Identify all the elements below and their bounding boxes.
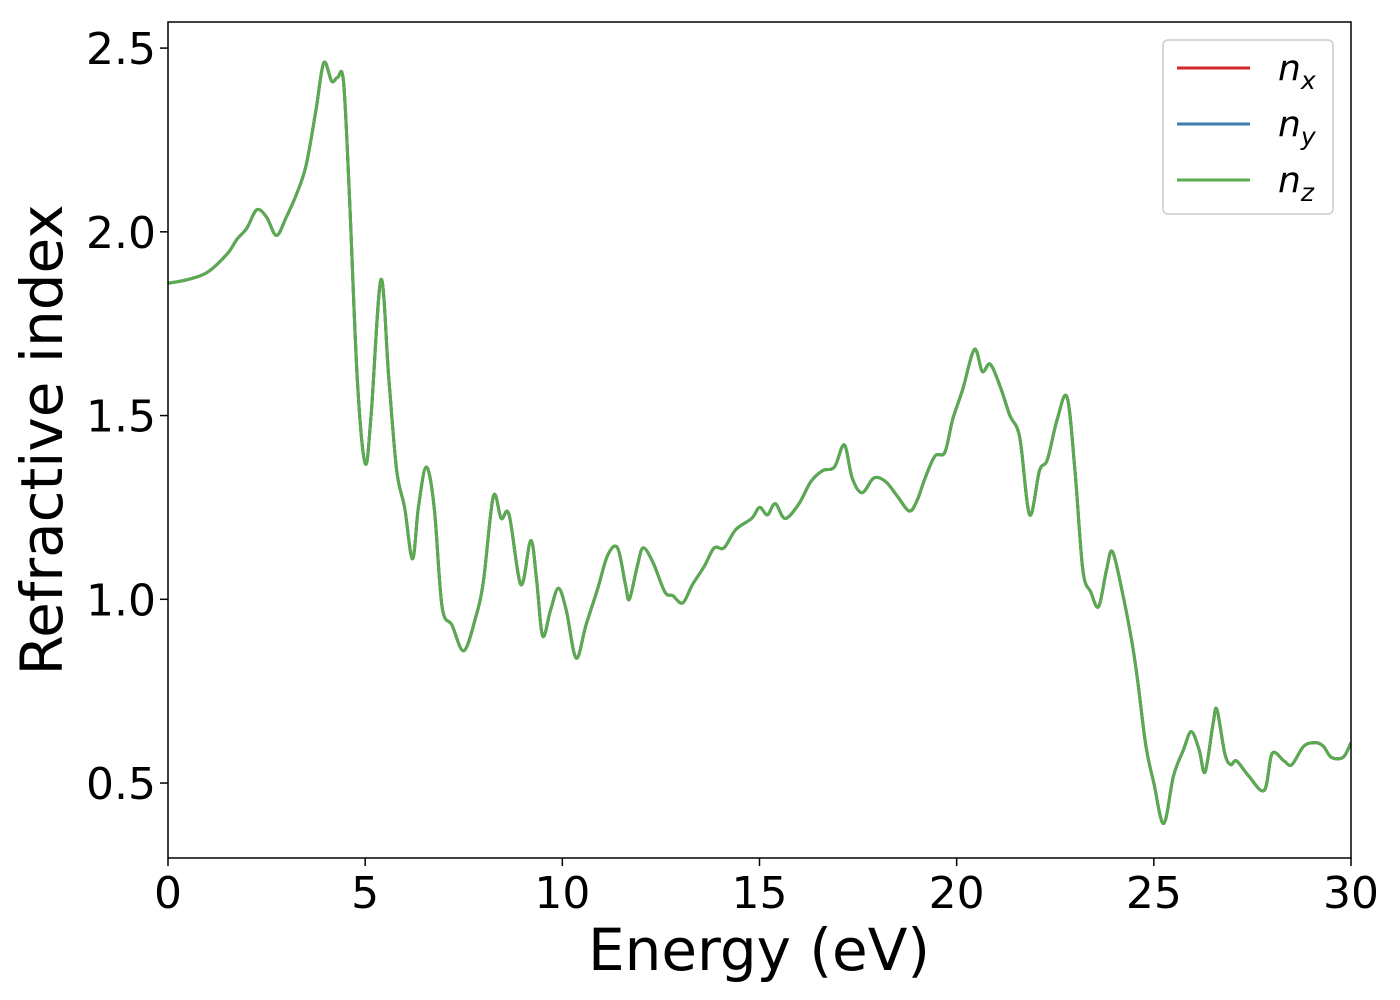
y-tick-label: 2.5	[86, 24, 156, 75]
y-tick-label: 0.5	[86, 759, 156, 810]
legend-box	[1162, 39, 1334, 215]
x-tick-label: 20	[929, 868, 985, 919]
x-tick-label: 25	[1126, 868, 1182, 919]
x-tick-label: 10	[534, 868, 590, 919]
legend-label: ny	[1278, 104, 1317, 151]
y-tick-label: 1.0	[86, 575, 156, 626]
legend-label: nx	[1278, 48, 1316, 95]
x-tick-label: 0	[154, 868, 182, 919]
x-tick-label: 15	[732, 868, 788, 919]
series-line	[168, 60, 1351, 825]
plot-frame	[167, 21, 1352, 859]
y-axis-label: Refractive index	[8, 204, 76, 675]
y-tick-label: 2.0	[86, 208, 156, 259]
x-axis-label: Energy (eV)	[588, 916, 930, 984]
x-tick-label: 30	[1323, 868, 1379, 919]
x-tick-label: 5	[351, 868, 379, 919]
legend-label: nz	[1278, 160, 1315, 207]
y-tick-label: 1.5	[86, 392, 156, 443]
